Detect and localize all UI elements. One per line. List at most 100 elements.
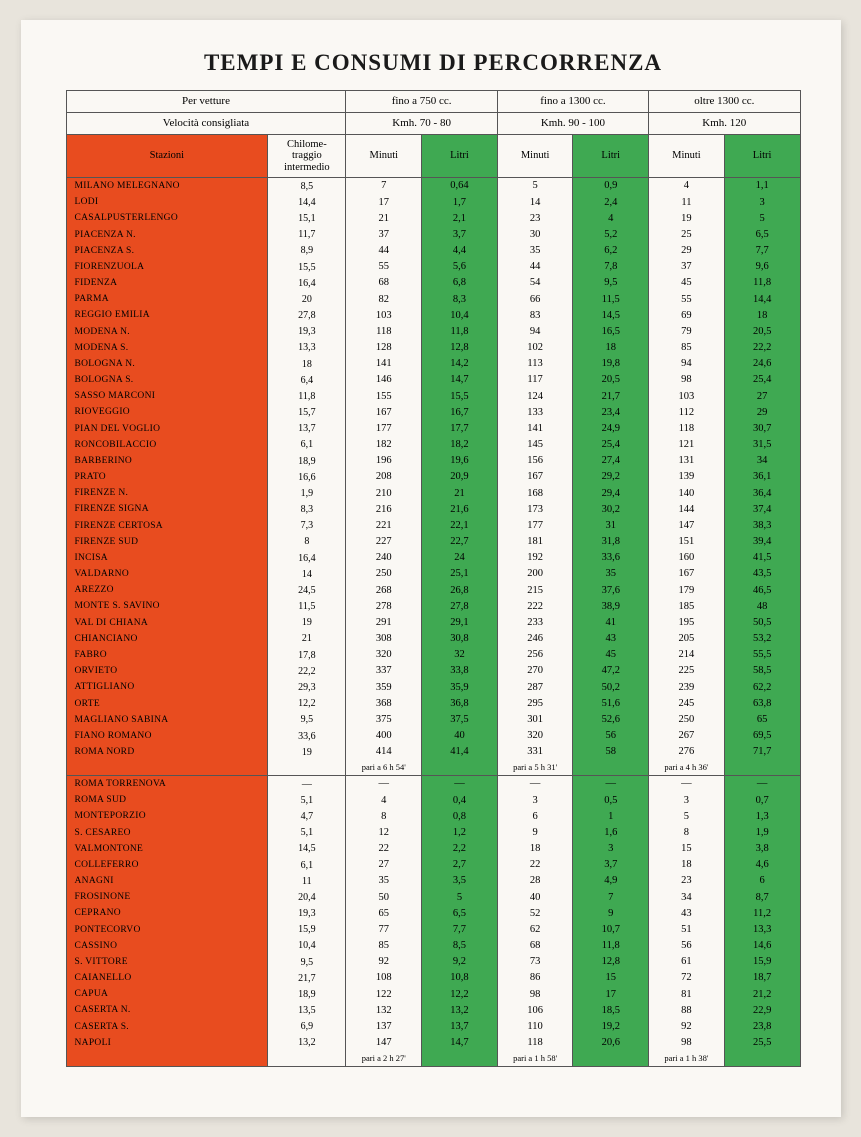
table-row: BOLOGNA N.1814114,211319,89424,6 [66,356,800,372]
cell-l3: 30,7 [724,421,800,437]
table-row: CASERTA S.6,913713,711019,29223,8 [66,1019,800,1035]
cell-stazione: PIAN DEL VOGLIO [66,421,268,437]
cell-m1: 50 [346,890,422,906]
cell-km: 22,2 [268,663,346,679]
header-speed: Velocità consigliata [66,112,346,134]
cell-l1: 26,8 [422,583,498,599]
cell-m2: 222 [497,599,573,615]
cell-l3: 39,4 [724,534,800,550]
table-row: PIAN DEL VOGLIO13,717717,714124,911830,7 [66,421,800,437]
cell-km: 16,4 [268,550,346,566]
cell-m3: — [649,776,725,793]
cell-l2: 20,5 [573,372,649,388]
cell-km: 27,8 [268,308,346,324]
cell-m3: 88 [649,1003,725,1019]
cell-m2: 94 [497,324,573,340]
cell-l3: 31,5 [724,437,800,453]
cell-m2: 98 [497,987,573,1003]
cell-m3: 179 [649,583,725,599]
table-row: REGGIO EMILIA27,810310,48314,56918 [66,308,800,324]
cell-km: — [268,776,346,793]
cell-m1: 216 [346,502,422,518]
cell-l1: 10,4 [422,308,498,324]
cell-km: 18,9 [268,453,346,469]
cell-l3: 1,9 [724,825,800,841]
cell-l1: 22,7 [422,534,498,550]
cell-stazione: PARMA [66,292,268,308]
cell-l3: 46,5 [724,583,800,599]
table-row: SASSO MARCONI11,815515,512421,710327 [66,389,800,405]
cell-m2: 117 [497,372,573,388]
cell-m2: 40 [497,890,573,906]
cell-l2: 11,8 [573,938,649,954]
cell-stazione: FIRENZE CERTOSA [66,518,268,534]
cell-stazione: MILANO MELEGNANO [66,178,268,195]
page-container: TEMPI E CONSUMI DI PERCORRENZA Per vettu… [21,20,841,1117]
cell-l3: 25,5 [724,1035,800,1051]
table-row: MONTE S. SAVINO11,527827,822238,918548 [66,599,800,615]
cell-km: 12,2 [268,696,346,712]
cell-l1: 5,6 [422,259,498,275]
cell-km: 15,9 [268,922,346,938]
table-row: FIRENZE CERTOSA7,322122,11773114738,3 [66,518,800,534]
cell-m2: 167 [497,469,573,485]
cell-m1: 137 [346,1019,422,1035]
cell-m1: 55 [346,259,422,275]
cell-l1: 37,5 [422,712,498,728]
cell-km: 6,9 [268,1019,346,1035]
table-row: PIACENZA S.8,9444,4356,2297,7 [66,243,800,259]
cell-l3: 14,6 [724,938,800,954]
cell-m1: 17 [346,195,422,211]
cell-l2: 20,6 [573,1035,649,1051]
table-row: PARMA20828,36611,55514,4 [66,292,800,308]
cell-stazione: LODI [66,195,268,211]
cell-l2: 6,2 [573,243,649,259]
cell-stazione: BOLOGNA N. [66,356,268,372]
cell-l1: 3,5 [422,873,498,889]
cell-l2: 35 [573,566,649,582]
cell-m2: — [497,776,573,793]
cell-l1: 6,8 [422,275,498,291]
cell-l1: 5 [422,890,498,906]
table-row: RONCOBILACCIO6,118218,214525,412131,5 [66,437,800,453]
cell-l3: 41,5 [724,550,800,566]
cell-l2: 47,2 [573,663,649,679]
header-cc1: fino a 750 cc. [346,91,497,113]
cell-l2: 4,9 [573,873,649,889]
cell-m3: 56 [649,938,725,954]
cell-km: 19,3 [268,906,346,922]
cell-stazione: S. VITTORE [66,954,268,970]
cell-km: 13,2 [268,1035,346,1051]
cell-l1: 16,7 [422,405,498,421]
cell-m3: 98 [649,372,725,388]
cell-km: 29,3 [268,680,346,696]
table-row: VALDARNO1425025,12003516743,5 [66,566,800,582]
footer-row: pari a 2 h 27'pari a 1 h 58'pari a 1 h 3… [66,1051,800,1066]
cell-l1: 10,8 [422,970,498,986]
cell-m1: — [346,776,422,793]
cell-m1: 250 [346,566,422,582]
footer-note: pari a 5 h 31' [497,761,573,776]
cell-m2: 233 [497,615,573,631]
cell-l2: 12,8 [573,954,649,970]
table-row: BARBERINO18,919619,615627,413134 [66,453,800,469]
cell-m2: 124 [497,389,573,405]
cell-m1: 37 [346,227,422,243]
cell-l2: 19,2 [573,1019,649,1035]
cell-km: 11 [268,873,346,889]
cell-m3: 225 [649,663,725,679]
cell-km: 14 [268,566,346,582]
cell-km: 5,1 [268,825,346,841]
cell-empty [573,761,649,776]
cell-m3: 144 [649,502,725,518]
cell-m2: 5 [497,178,573,195]
cell-l2: 29,4 [573,486,649,502]
cell-l2: 31 [573,518,649,534]
cell-l3: 27 [724,389,800,405]
cell-stazione: FIRENZE N. [66,486,268,502]
cell-l3: 1,3 [724,809,800,825]
cell-stazione: CASERTA S. [66,1019,268,1035]
cell-l3: 22,2 [724,340,800,356]
cell-stazione: PIACENZA S. [66,243,268,259]
cell-m1: 146 [346,372,422,388]
